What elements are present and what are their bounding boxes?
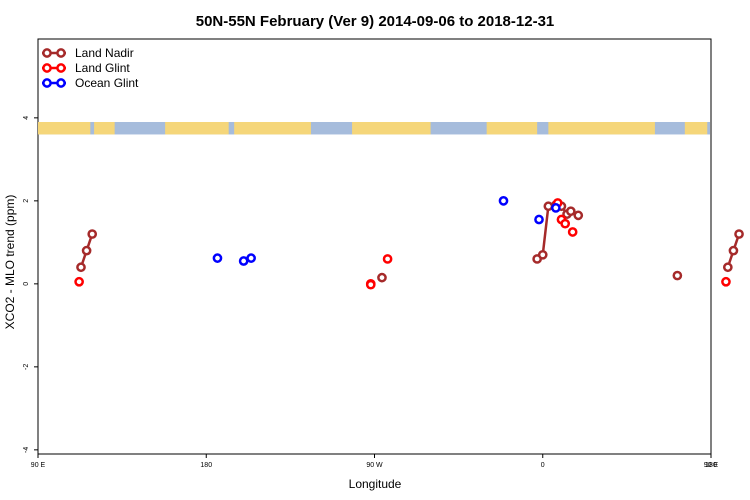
legend-label: Land Nadir — [75, 46, 134, 60]
data-point — [498, 196, 509, 206]
data-point — [543, 201, 554, 212]
data-point — [550, 203, 561, 213]
data-point — [382, 254, 393, 264]
data-point — [537, 249, 548, 260]
map-land — [486, 122, 538, 135]
legend-marker — [42, 48, 52, 58]
series-land-nadir — [76, 200, 744, 283]
data-point — [565, 206, 576, 217]
data-point — [76, 262, 86, 273]
chart-title: 50N-55N February (Ver 9) 2014-09-06 to 2… — [196, 13, 555, 30]
legend-marker — [56, 63, 66, 73]
x-tick-label: 90 E — [704, 462, 719, 469]
data-point — [365, 279, 376, 290]
map-land — [684, 122, 708, 135]
map-land — [165, 122, 229, 135]
world-map-strip — [38, 122, 710, 135]
data-point — [74, 276, 84, 287]
series-ocean-glint — [212, 196, 561, 266]
y-tick-label: -4 — [23, 447, 30, 453]
data-series — [74, 196, 744, 290]
legend-marker — [42, 63, 52, 73]
x-tick-label: 180 — [200, 462, 212, 469]
y-tick-label: 2 — [23, 199, 30, 203]
data-point — [246, 253, 256, 263]
map-land — [38, 122, 91, 135]
data-point — [722, 262, 733, 273]
data-point — [573, 210, 584, 221]
y-axis-ticks: -4 -2 0 2 4 — [23, 116, 38, 453]
y-axis-label: XCO2 - MLO trend (ppm) — [3, 195, 17, 330]
data-point — [534, 214, 544, 225]
data-point — [87, 229, 98, 239]
data-point — [734, 229, 744, 239]
map-land — [234, 122, 311, 135]
data-point — [672, 270, 683, 281]
map-land — [94, 122, 115, 135]
legend-label: Ocean Glint — [75, 76, 139, 90]
y-tick-label: -2 — [23, 364, 30, 370]
y-tick-label: 0 — [23, 282, 30, 286]
map-land — [352, 122, 431, 135]
y-tick-label: 4 — [23, 116, 30, 120]
series-land-glint — [74, 198, 731, 290]
data-point — [560, 218, 571, 229]
data-point — [721, 276, 731, 287]
x-tick-label: 90 W — [366, 462, 383, 469]
data-point — [567, 227, 578, 237]
legend-marker — [56, 48, 66, 58]
data-point — [81, 245, 92, 256]
map-land — [548, 122, 655, 135]
legend-marker — [56, 78, 66, 88]
x-tick-label: 180 — [705, 462, 717, 469]
data-point — [377, 272, 387, 283]
x-tick-label: 0 — [541, 462, 545, 469]
data-point — [212, 253, 223, 263]
legend-marker — [42, 78, 52, 88]
data-point — [238, 256, 249, 266]
x-axis-label: Longitude — [349, 477, 402, 491]
data-point — [728, 245, 739, 256]
legend-label: Land Glint — [75, 61, 130, 75]
plot-frame — [37, 38, 712, 455]
x-tick-label: 90 E — [31, 462, 46, 469]
